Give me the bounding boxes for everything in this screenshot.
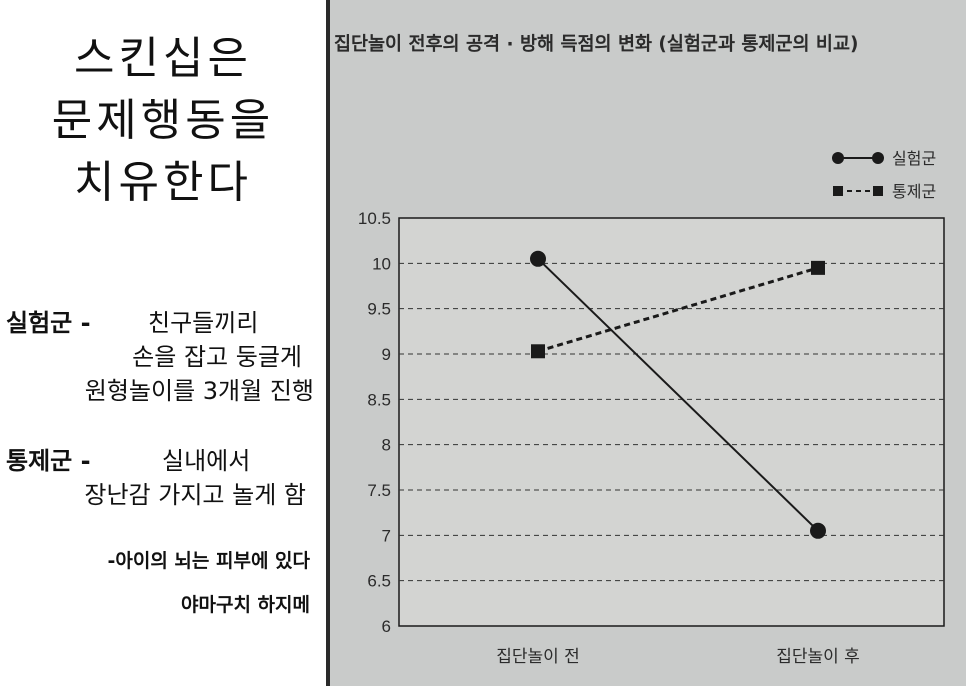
y-tick-label: 8	[382, 436, 391, 455]
data-point-circle	[810, 522, 826, 539]
x-tick-label: 집단놀이 전	[496, 647, 580, 667]
x-tick-label: 집단놀이 후	[776, 647, 860, 667]
title-line: 치유한다	[74, 157, 252, 208]
y-tick-label: 7	[382, 526, 391, 545]
y-tick-label: 6.5	[367, 572, 391, 591]
y-tick-label: 7.5	[367, 481, 391, 500]
main-title: 스킨십은 문제행동을 치유한다	[0, 28, 326, 214]
title-line: 스킨십은	[74, 33, 252, 84]
data-point-square	[811, 260, 825, 275]
plot-area	[398, 217, 945, 627]
legend-marker	[872, 152, 884, 164]
quote-author: 야마구치 하지메	[181, 594, 310, 616]
control-line: 장난감 가지고 놀게 함	[84, 481, 306, 509]
panel-divider	[326, 0, 330, 686]
legend-marker	[873, 186, 883, 196]
control-line: 실내에서	[162, 447, 251, 475]
y-tick-label: 6	[382, 617, 391, 636]
y-tick-label: 9.5	[367, 300, 391, 319]
y-tick-label: 8.5	[367, 390, 391, 409]
series-line-2	[537, 266, 819, 353]
experimental-line: 원형놀이를 3개월 진행	[84, 377, 314, 405]
quote-text: -아이의 뇌는 피부에 있다	[107, 550, 310, 572]
experimental-line: 친구들끼리	[148, 309, 259, 337]
legend-marker	[833, 186, 843, 196]
legend-label: 실험군	[892, 149, 936, 168]
control-label: 통제군 -	[6, 447, 91, 475]
title-line: 문제행동을	[51, 95, 275, 146]
experimental-line: 손을 잡고 둥글게	[132, 343, 302, 371]
data-point-square	[531, 344, 545, 359]
left-panel: 스킨십은 문제행동을 치유한다 실험군 - 친구들끼리 손을 잡고 둥글게 원형…	[0, 0, 326, 686]
y-tick-label: 10.5	[358, 209, 391, 228]
experimental-label: 실험군 -	[6, 309, 91, 337]
legend-label: 통제군	[892, 182, 936, 201]
data-point-circle	[530, 250, 546, 267]
y-tick-label: 9	[382, 345, 391, 364]
y-tick-label: 10	[372, 254, 391, 273]
series-line-1	[537, 258, 819, 532]
chart-title: 집단놀이 전후의 공격 · 방해 득점의 변화 (실험군과 통제군의 비교)	[334, 34, 859, 55]
legend-marker	[832, 152, 844, 164]
